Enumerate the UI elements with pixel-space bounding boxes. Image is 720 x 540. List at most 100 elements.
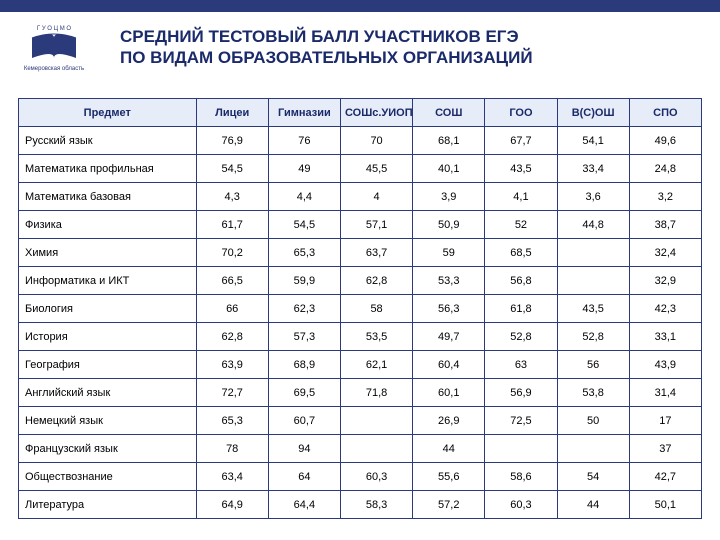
- table-row: Информатика и ИКТ66,559,962,853,356,832,…: [19, 267, 702, 295]
- table-header-row: Предмет Лицеи Гимназии СОШс.УИОП СОШ ГОО…: [19, 99, 702, 127]
- cell-subject: Информатика и ИКТ: [19, 267, 197, 295]
- cell-value: [557, 435, 629, 463]
- cell-value: 52,8: [485, 323, 557, 351]
- cell-value: 43,5: [485, 155, 557, 183]
- table-row: Биология6662,35856,361,843,542,3: [19, 295, 702, 323]
- cell-value: 65,3: [268, 239, 340, 267]
- cell-value: 66: [196, 295, 268, 323]
- cell-value: 50,9: [413, 211, 485, 239]
- cell-value: 71,8: [340, 379, 412, 407]
- cell-value: 67,7: [485, 127, 557, 155]
- table-row: История62,857,353,549,752,852,833,1: [19, 323, 702, 351]
- table-row: Литература64,964,458,357,260,34450,1: [19, 491, 702, 519]
- cell-value: 45,5: [340, 155, 412, 183]
- cell-value: 54: [557, 463, 629, 491]
- cell-subject: Английский язык: [19, 379, 197, 407]
- cell-value: 57,3: [268, 323, 340, 351]
- cell-value: 17: [629, 407, 701, 435]
- cell-subject: Химия: [19, 239, 197, 267]
- cell-subject: Математика базовая: [19, 183, 197, 211]
- table-row: Русский язык76,9767068,167,754,149,6: [19, 127, 702, 155]
- cell-value: 78: [196, 435, 268, 463]
- cell-value: 76,9: [196, 127, 268, 155]
- cell-subject: Литература: [19, 491, 197, 519]
- cell-subject: Математика профильная: [19, 155, 197, 183]
- cell-value: 26,9: [413, 407, 485, 435]
- cell-value: 56,9: [485, 379, 557, 407]
- cell-value: 53,3: [413, 267, 485, 295]
- cell-value: 52,8: [557, 323, 629, 351]
- cell-value: [340, 407, 412, 435]
- cell-value: 60,7: [268, 407, 340, 435]
- cell-value: 61,8: [485, 295, 557, 323]
- cell-value: 52: [485, 211, 557, 239]
- table-row: Французский язык78944437: [19, 435, 702, 463]
- cell-value: 62,1: [340, 351, 412, 379]
- table-row: Химия70,265,363,75968,532,4: [19, 239, 702, 267]
- cell-value: 70,2: [196, 239, 268, 267]
- cell-value: 4,3: [196, 183, 268, 211]
- cell-value: 44: [413, 435, 485, 463]
- cell-value: 56,8: [485, 267, 557, 295]
- cell-value: 56,3: [413, 295, 485, 323]
- cell-subject: Русский язык: [19, 127, 197, 155]
- col-gymnasium: Гимназии: [268, 99, 340, 127]
- cell-value: 53,5: [340, 323, 412, 351]
- cell-value: 63: [485, 351, 557, 379]
- cell-value: 64,4: [268, 491, 340, 519]
- cell-subject: Немецкий язык: [19, 407, 197, 435]
- cell-value: 43,5: [557, 295, 629, 323]
- book-logo-icon: Г У О Ц М О: [26, 20, 82, 64]
- logo-caption: Кемеровская область: [18, 66, 90, 72]
- col-sosh: СОШ: [413, 99, 485, 127]
- cell-value: 3,6: [557, 183, 629, 211]
- cell-value: [557, 267, 629, 295]
- cell-value: 44: [557, 491, 629, 519]
- cell-value: 32,4: [629, 239, 701, 267]
- cell-value: 54,1: [557, 127, 629, 155]
- cell-value: 60,3: [485, 491, 557, 519]
- cell-value: 43,9: [629, 351, 701, 379]
- table-row: Физика61,754,557,150,95244,838,7: [19, 211, 702, 239]
- col-lyceum: Лицеи: [196, 99, 268, 127]
- cell-value: 68,9: [268, 351, 340, 379]
- cell-value: [557, 239, 629, 267]
- cell-value: 64,9: [196, 491, 268, 519]
- cell-subject: История: [19, 323, 197, 351]
- top-bar: [0, 0, 720, 12]
- cell-value: 42,7: [629, 463, 701, 491]
- cell-value: 37: [629, 435, 701, 463]
- cell-value: 32,9: [629, 267, 701, 295]
- cell-value: 63,9: [196, 351, 268, 379]
- cell-value: 4: [340, 183, 412, 211]
- cell-value: 63,7: [340, 239, 412, 267]
- cell-value: 72,7: [196, 379, 268, 407]
- col-spo: СПО: [629, 99, 701, 127]
- cell-value: 31,4: [629, 379, 701, 407]
- cell-value: 62,3: [268, 295, 340, 323]
- cell-value: 62,8: [340, 267, 412, 295]
- cell-value: 64: [268, 463, 340, 491]
- cell-value: 24,8: [629, 155, 701, 183]
- table-row: Математика профильная54,54945,540,143,53…: [19, 155, 702, 183]
- cell-value: 50: [557, 407, 629, 435]
- cell-value: 54,5: [268, 211, 340, 239]
- cell-value: 76: [268, 127, 340, 155]
- cell-subject: География: [19, 351, 197, 379]
- logo: Г У О Ц М О Кемеровская область: [18, 20, 90, 72]
- cell-value: 42,3: [629, 295, 701, 323]
- cell-value: 49: [268, 155, 340, 183]
- page-title: СРЕДНИЙ ТЕСТОВЫЙ БАЛЛ УЧАСТНИКОВ ЕГЭ ПО …: [120, 26, 690, 69]
- cell-value: 60,1: [413, 379, 485, 407]
- cell-subject: Биология: [19, 295, 197, 323]
- cell-value: 62,8: [196, 323, 268, 351]
- cell-value: 58: [340, 295, 412, 323]
- cell-value: 40,1: [413, 155, 485, 183]
- table-row: Немецкий язык65,360,726,972,55017: [19, 407, 702, 435]
- table-row: Английский язык72,769,571,860,156,953,83…: [19, 379, 702, 407]
- cell-value: 70: [340, 127, 412, 155]
- cell-value: 63,4: [196, 463, 268, 491]
- col-subject: Предмет: [19, 99, 197, 127]
- cell-value: 33,4: [557, 155, 629, 183]
- svg-text:Г У О Ц М О: Г У О Ц М О: [37, 26, 71, 32]
